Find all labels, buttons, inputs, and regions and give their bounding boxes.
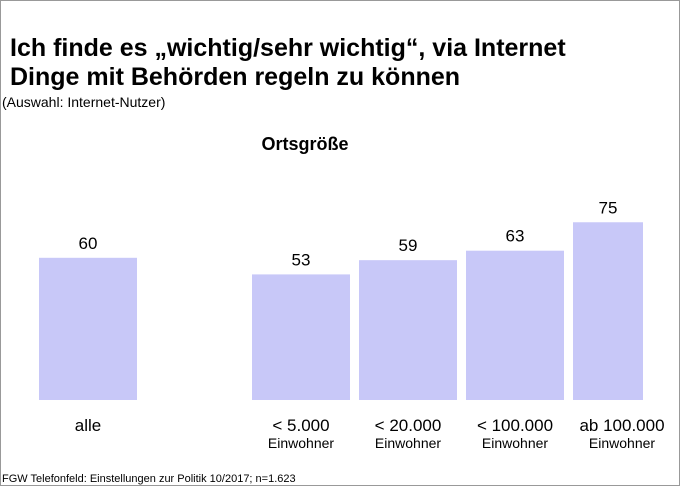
x-tick-label: alle [75,416,101,435]
x-tick-label: ab 100.000 [579,416,664,435]
bar [39,257,137,400]
bar [573,222,643,400]
x-tick-sublabel: Einwohner [589,435,655,451]
chart-title: Dinge mit Behörden regeln zu können [10,63,460,91]
x-tick-sublabel: Einwohner [482,435,548,451]
value-label: 60 [79,234,98,253]
x-tick-label: < 5.000 [272,416,329,435]
value-label: 63 [506,227,525,246]
x-tick-sublabel: Einwohner [268,435,334,451]
x-tick-label: < 100.000 [477,416,553,435]
chart-subtitle: (Auswahl: Internet-Nutzer) [2,94,165,110]
group-label: Ortsgröße [261,134,348,154]
footnote: FGW Telefonfeld: Einstellungen zur Polit… [2,473,296,485]
value-label: 75 [599,198,618,217]
chart-title: Ich finde es „wichtig/sehr wichtig“, via… [10,34,566,62]
bar [466,250,564,400]
x-tick-sublabel: Einwohner [375,435,441,451]
bar [252,274,350,400]
value-label: 59 [399,236,418,255]
x-tick-label: < 20.000 [375,416,442,435]
value-label: 53 [292,250,311,269]
bar [359,260,457,400]
